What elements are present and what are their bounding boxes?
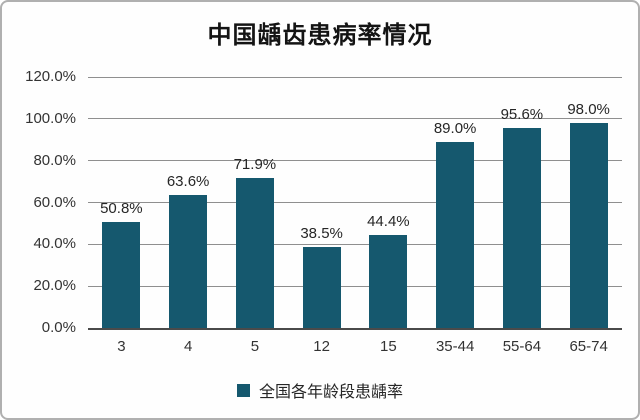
legend-label: 全国各年龄段患龋率 [258,384,403,401]
bar-value-label: 44.4% [367,213,410,231]
bar-value-label: 89.0% [433,119,477,137]
bar [369,235,408,328]
legend: 全国各年龄段患龋率 [2,378,638,402]
bar-slot: 71.9% [222,77,289,328]
gridline [88,243,622,245]
bar-value-label: 50.8% [100,199,143,217]
bar-slot: 95.6% [489,77,556,328]
bar [302,247,341,328]
bar [169,194,208,328]
plot-area: 50.8% 63.6% 71.9% 38.5% 44.4% 89.0% 95.6% 98.0% [88,76,622,330]
x-tick-label: 15 [380,338,397,355]
x-axis: 3 4 5 12 15 35-44 55-64 65-74 [88,338,622,358]
y-tick-label: 100.0% [25,109,76,127]
bar [502,128,541,328]
y-tick-label: 0.0% [41,319,76,336]
bar-slot: 44.4% [355,77,422,328]
bar-slot: 63.6% [155,77,222,328]
x-tick-label: 3 [117,338,126,355]
x-tick-label: 5 [250,338,260,355]
chart-title: 中国龋齿患病率情况 [207,22,433,49]
gridline [88,160,622,162]
bar-slot: 50.8% [88,77,155,328]
legend-swatch-icon [236,383,250,397]
y-tick-label: 60.0% [33,193,76,211]
gridline [88,202,622,203]
y-axis: 0.0% 20.0% 40.0% 60.0% 80.0% 100.0% 120.0% [2,68,80,336]
bar-slot: 38.5% [288,77,355,328]
bar-value-label: 63.6% [166,172,210,190]
bar-value-label: 38.5% [300,225,343,243]
y-tick-label: 40.0% [33,235,76,253]
x-tick-label: 4 [183,338,193,355]
x-tick-label: 35-44 [435,338,475,355]
y-tick-label: 20.0% [33,277,76,295]
bar-slot: 89.0% [422,77,489,328]
gridline [88,118,622,120]
bar-value-label: 71.9% [233,155,277,173]
bar [436,141,475,328]
bar-slot: 98.0% [555,77,622,328]
x-tick-label: 55-64 [502,338,542,355]
bar [102,221,141,328]
y-tick-label: 120.0% [25,68,76,85]
y-tick-label: 80.0% [33,151,76,169]
bar [235,177,274,328]
gridline [88,285,622,287]
bar [569,123,608,328]
x-tick-label: 12 [313,338,330,355]
gridline [88,76,622,78]
bar-value-label: 95.6% [500,106,544,124]
x-tick-label: 65-74 [569,338,608,355]
bar-value-label: 98.0% [567,101,610,119]
bar-series: 50.8% 63.6% 71.9% 38.5% 44.4% 89.0% 95.6% 98.0% [88,77,622,328]
